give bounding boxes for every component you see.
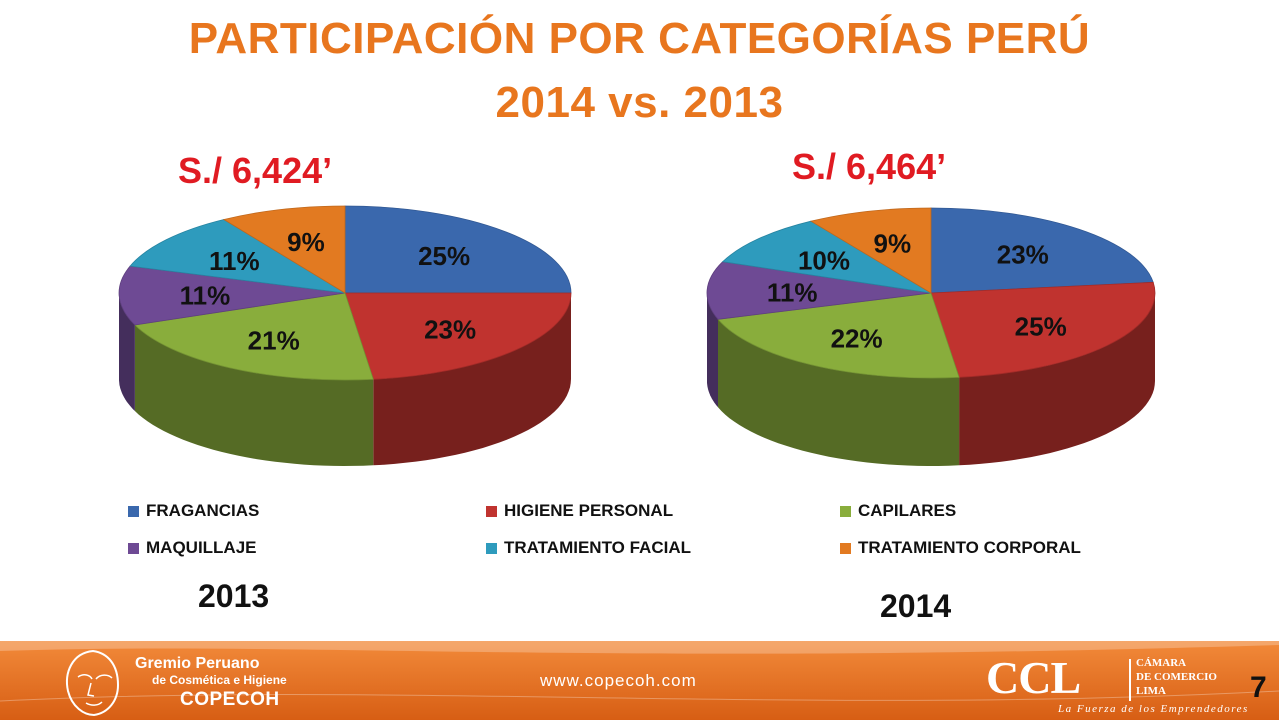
pie-side-higiene-personal — [959, 293, 1155, 466]
year-label-2013: 2013 — [198, 578, 270, 614]
ccl-tagline: La Fuerza de los Emprendedores — [1058, 703, 1249, 715]
org-name-line1: Gremio Peruano — [135, 655, 260, 672]
pie-slice-maquillaje — [118, 265, 346, 326]
pie-chart-2013: 25% 23% 21% 11% 11% 9% — [118, 205, 572, 466]
legend-item-higiene: HIGIENE PERSONAL — [486, 501, 673, 521]
pie-side-maquillaje — [119, 293, 135, 411]
pie-label-tratamiento-facial: 11% — [209, 246, 260, 276]
ccl-name-line3: LIMA — [1136, 685, 1166, 697]
pie-slice-tratamiento-corporal — [222, 205, 346, 294]
pie-side-capilares — [134, 325, 374, 466]
slide-title-line2: 2014 vs. 2013 — [495, 78, 784, 127]
pie-label-maquillaje: 11% — [767, 277, 818, 307]
pie-slice-fragancias — [930, 207, 1154, 294]
pie-side-higiene-personal — [373, 293, 571, 466]
total-2014: S./ 6,464’ — [792, 146, 947, 187]
ccl-name-line1: CÁMARA — [1136, 657, 1187, 669]
pie-label-capilares: 21% — [248, 325, 300, 355]
pie-label-fragancias: 25% — [418, 241, 470, 271]
pie-slice-tratamiento-corporal — [809, 207, 932, 294]
pie-label-higiene-personal: 25% — [1015, 311, 1067, 341]
pie-label-tratamiento-corporal: 9% — [287, 227, 325, 257]
total-2013: S./ 6,424’ — [178, 150, 333, 191]
slide-title-line1: PARTICIPACIÓN POR CATEGORÍAS PERÚ — [188, 14, 1091, 63]
pie-side-capilares — [718, 319, 960, 466]
pie-slice-higiene-personal — [930, 281, 1156, 378]
copecoh-face-logo — [66, 649, 120, 717]
pie-side-maquillaje — [707, 293, 718, 408]
legend-item-fragancias: FRAGANCIAS — [128, 501, 259, 521]
legend-item-maquillaje: MAQUILLAJE — [128, 538, 257, 558]
pie-charts: 25%23%21%11%11%9% 23%25%22%11%10%9% — [118, 205, 1156, 466]
legend-label: TRATAMIENTO CORPORAL — [858, 538, 1081, 557]
legend: FRAGANCIAS HIGIENE PERSONAL CAPILARES MA… — [118, 493, 1279, 573]
pie-slice-fragancias — [344, 205, 572, 294]
footer-wave-decoration — [0, 641, 1279, 702]
legend-label: CAPILARES — [858, 501, 957, 520]
year-label-2014: 2014 — [880, 588, 952, 624]
org-name-line3: COPECOH — [180, 689, 280, 710]
website-link[interactable]: www.copecoh.com — [540, 671, 697, 690]
pie-label-higiene-personal: 23% — [424, 315, 476, 345]
org-name-line2: de Cosmética e Higiene — [152, 673, 287, 687]
pie-slice-capilares — [134, 292, 374, 381]
pie-label-tratamiento-facial: 10% — [798, 245, 850, 275]
page-number: 7 — [1250, 671, 1267, 704]
pie-slice-capilares — [717, 292, 960, 379]
legend-item-capilares: CAPILARES — [840, 501, 956, 521]
ccl-name-line2: DE COMERCIO — [1136, 671, 1217, 683]
pie-label-capilares: 22% — [831, 324, 883, 354]
legend-item-facial: TRATAMIENTO FACIAL — [486, 538, 691, 558]
legend-item-corporal: TRATAMIENTO CORPORAL — [840, 538, 1081, 558]
legend-swatch — [128, 542, 139, 554]
legend-swatch — [840, 542, 851, 554]
pie-slice-maquillaje — [706, 261, 932, 320]
legend-swatch — [128, 505, 139, 517]
legend-swatch — [486, 505, 497, 517]
pie-label-tratamiento-corporal: 9% — [874, 228, 912, 258]
legend-label: TRATAMIENTO FACIAL — [504, 538, 691, 557]
legend-swatch — [840, 505, 851, 517]
legend-label: HIGIENE PERSONAL — [504, 501, 674, 520]
pie-slice-tratamiento-facial — [129, 219, 346, 294]
pie-slice-higiene-personal — [344, 292, 572, 380]
pie-slice-tratamiento-facial — [721, 220, 932, 294]
pie-label-fragancias: 23% — [997, 240, 1049, 270]
pie-label-maquillaje: 11% — [180, 281, 231, 311]
pie-chart-2014: 23% 25% 22% 11%10% 9% — [706, 207, 1156, 466]
ccl-logo: CCL — [986, 652, 1081, 703]
legend-swatch — [486, 542, 497, 554]
legend-label: MAQUILLAJE — [146, 538, 257, 557]
footer-bar: Gremio Peruano de Cosmética e Higiene CO… — [0, 641, 1279, 720]
ccl-divider — [1129, 659, 1131, 701]
legend-label: FRAGANCIAS — [146, 501, 260, 520]
